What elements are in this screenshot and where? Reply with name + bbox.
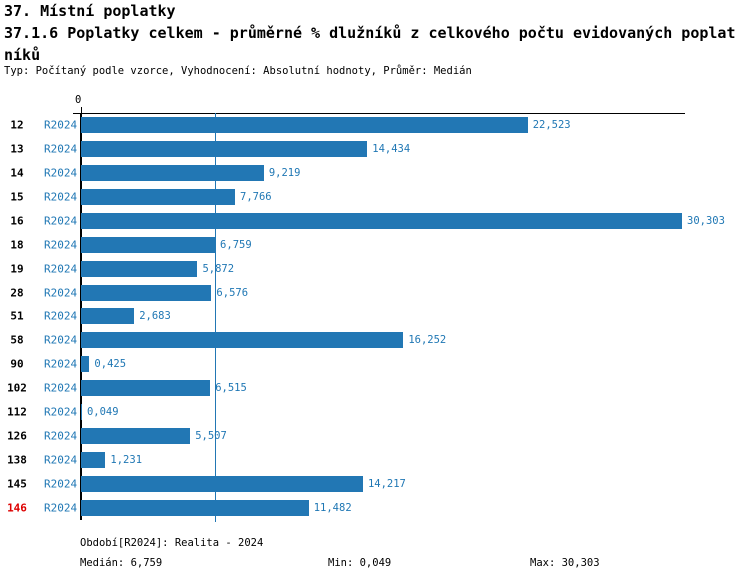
report-title: 37. Místní poplatky (4, 2, 176, 20)
bar-chart: 0 12 R2024 22,523 13 R2024 14,434 14 R2024 9,219… (0, 94, 750, 522)
row-series-label: R2024 (44, 453, 78, 467)
bar (81, 452, 106, 469)
chart-row: 16 R2024 30,303 (0, 209, 750, 233)
report-meta-line: Typ: Počítaný podle vzorce, Vyhodnocení:… (4, 65, 472, 77)
row-series-label: R2024 (44, 333, 78, 347)
row-id-label: 18 (10, 238, 24, 252)
chart-row: 90 R2024 0,425 (0, 352, 750, 376)
axis-origin-tick (81, 107, 82, 113)
row-id-label: 15 (10, 190, 24, 204)
row-id-label: 126 (7, 429, 27, 443)
bar-value-label: 0,049 (86, 406, 119, 419)
row-id-label: 145 (7, 477, 27, 491)
chart-row: 138 R2024 1,231 (0, 448, 750, 472)
bar (81, 500, 309, 517)
row-id-label: 58 (10, 333, 24, 347)
bar (81, 476, 363, 493)
bar-value-label: 6,759 (220, 238, 252, 251)
row-id-label: 90 (10, 357, 24, 371)
row-series-label: R2024 (44, 214, 78, 228)
axis-top-line (73, 113, 685, 114)
axis-origin-label: 0 (75, 94, 82, 106)
row-id-label: 28 (10, 286, 24, 300)
row-id-label: 138 (7, 453, 27, 467)
row-id-label: 14 (10, 166, 24, 180)
chart-row: 112 R2024 0,049 (0, 400, 750, 424)
bar (81, 116, 528, 133)
chart-row: 102 R2024 6,515 (0, 376, 750, 400)
bar-value-label: 14,217 (367, 478, 406, 491)
bar (81, 380, 211, 397)
row-series-label: R2024 (44, 190, 78, 204)
row-series-label: R2024 (44, 405, 78, 419)
bar (81, 404, 82, 421)
row-id-label: 146 (7, 501, 27, 515)
bar-value-label: 0,425 (94, 358, 127, 371)
row-id-label: 112 (7, 405, 27, 419)
bar (81, 428, 191, 445)
bar (81, 332, 404, 349)
bar-value-label: 16,252 (408, 334, 447, 347)
chart-row: 19 R2024 5,872 (0, 257, 750, 281)
bar-value-label: 5,872 (202, 262, 235, 275)
bar-value-label: 9,219 (268, 166, 301, 179)
footer-max: Max: 30,303 (530, 557, 600, 569)
footer-min: Min: 0,049 (328, 557, 392, 569)
report-subtitle-line2: níků (4, 46, 41, 64)
bar-value-label: 5,507 (195, 430, 227, 443)
row-series-label: R2024 (44, 118, 78, 132)
row-series-label: R2024 (44, 357, 78, 371)
row-series-label: R2024 (44, 166, 78, 180)
bar-value-label: 11,482 (313, 502, 352, 515)
bar (81, 260, 198, 277)
bar (81, 188, 236, 205)
bar-value-label: 14,434 (372, 142, 411, 155)
row-id-label: 12 (10, 118, 24, 132)
row-series-label: R2024 (44, 286, 78, 300)
bar (81, 236, 216, 253)
chart-row: 145 R2024 14,217 (0, 472, 750, 496)
row-id-label: 51 (10, 309, 24, 323)
bar (81, 212, 682, 229)
row-id-label: 19 (10, 262, 24, 276)
bar-value-label: 6,515 (215, 382, 247, 395)
bar-value-label: 1,231 (110, 454, 143, 467)
footer-period: Období[R2024]: Realita - 2024 (80, 537, 264, 549)
row-id-label: 16 (10, 214, 24, 228)
median-gridline (215, 113, 217, 522)
row-series-label: R2024 (44, 381, 78, 395)
chart-row: 12 R2024 22,523 (0, 113, 750, 137)
bar (81, 308, 135, 325)
bar-value-label: 7,766 (240, 190, 272, 203)
report-subtitle-line1: 37.1.6 Poplatky celkem - průměrné % dluž… (4, 24, 736, 42)
row-series-label: R2024 (44, 501, 78, 515)
chart-row: 58 R2024 16,252 (0, 328, 750, 352)
bar-value-label: 6,576 (216, 286, 249, 299)
bar (81, 356, 90, 373)
row-series-label: R2024 (44, 262, 78, 276)
chart-row: 146 R2024 11,482 (0, 496, 750, 520)
bar-value-label: 30,303 (687, 214, 725, 227)
footer-median: Medián: 6,759 (80, 557, 163, 569)
row-series-label: R2024 (44, 429, 78, 443)
chart-row: 18 R2024 6,759 (0, 233, 750, 257)
bar (81, 284, 212, 301)
chart-row: 28 R2024 6,576 (0, 281, 750, 305)
row-id-label: 13 (10, 142, 24, 156)
chart-row: 51 R2024 2,683 (0, 305, 750, 329)
chart-row: 13 R2024 14,434 (0, 137, 750, 161)
bar-value-label: 22,523 (532, 118, 571, 131)
row-series-label: R2024 (44, 309, 78, 323)
chart-row: 126 R2024 5,507 (0, 424, 750, 448)
chart-row: 15 R2024 7,766 (0, 185, 750, 209)
bar (81, 164, 264, 181)
row-series-label: R2024 (44, 142, 78, 156)
row-series-label: R2024 (44, 477, 78, 491)
row-series-label: R2024 (44, 238, 78, 252)
row-id-label: 102 (7, 381, 27, 395)
chart-row: 14 R2024 9,219 (0, 161, 750, 185)
bar (81, 140, 368, 157)
bar-value-label: 2,683 (139, 310, 171, 323)
